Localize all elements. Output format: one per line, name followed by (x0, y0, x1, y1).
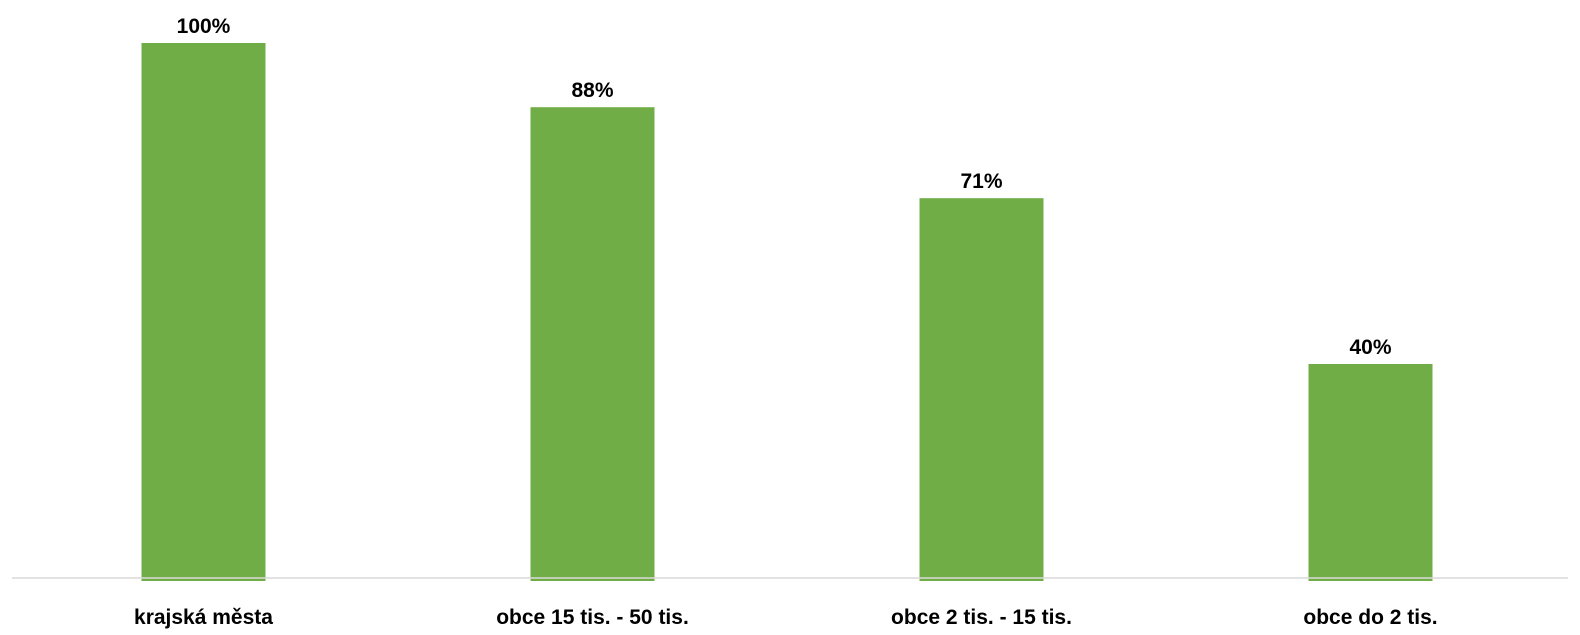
category-label-1: obce 15 tis. - 50 tis. (496, 606, 689, 629)
category-labels-group: krajská města obce 15 tis. - 50 tis. obce … (134, 606, 1438, 629)
data-label-2: 71% (960, 170, 1002, 193)
category-label-0: krajská města (134, 606, 273, 629)
category-label-3: obce do 2 tis. (1303, 606, 1437, 629)
bar-3 (1308, 364, 1433, 581)
data-label-0: 100% (177, 15, 231, 38)
bar-0 (141, 43, 266, 581)
category-label-2: obce 2 tis. - 15 tis. (891, 606, 1072, 629)
bar-2 (919, 198, 1044, 581)
data-label-1: 88% (571, 79, 613, 102)
bars-group (141, 43, 1433, 581)
data-labels-group: 100% 88% 71% 40% (177, 15, 1392, 359)
bar-1 (530, 107, 655, 581)
data-label-3: 40% (1349, 336, 1391, 359)
